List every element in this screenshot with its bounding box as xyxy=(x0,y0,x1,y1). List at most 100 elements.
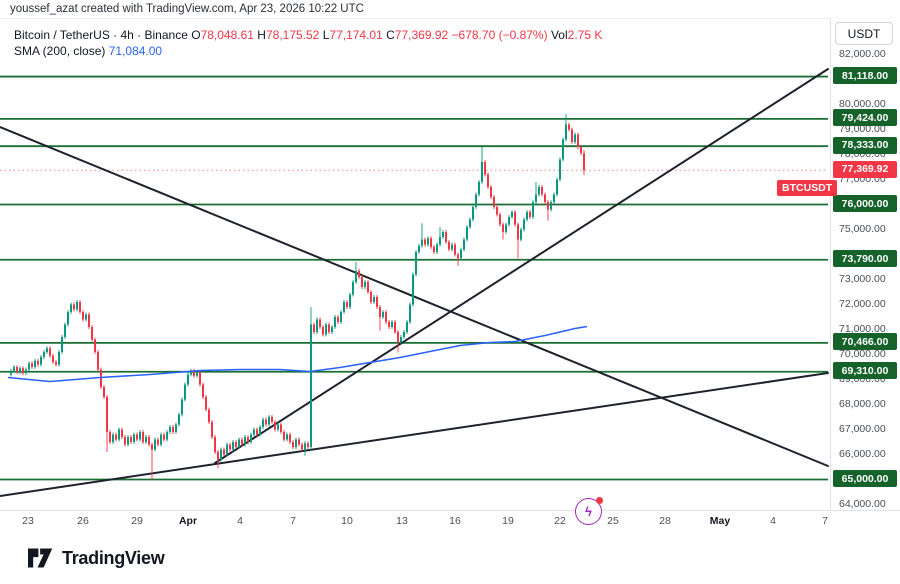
candle-body xyxy=(502,224,504,232)
symbol-title[interactable]: Bitcoin / TetherUS · 4h · Binance xyxy=(14,28,188,42)
candle-body xyxy=(562,139,564,160)
candle-body xyxy=(148,437,150,445)
sma-200-line[interactable] xyxy=(7,325,588,383)
candle-body xyxy=(490,187,492,197)
candle-body xyxy=(271,417,273,422)
candle-body xyxy=(577,134,579,147)
candle-body xyxy=(268,417,270,425)
candle-body xyxy=(301,444,303,450)
candle-body xyxy=(568,124,570,130)
candle-body xyxy=(145,437,147,442)
candle-body xyxy=(178,414,180,425)
candle-body xyxy=(493,197,495,207)
candlestick-plot[interactable] xyxy=(0,19,830,511)
candle-body xyxy=(385,312,387,322)
candle-body xyxy=(184,384,186,400)
candle-body xyxy=(34,360,36,367)
candle-body xyxy=(175,424,177,432)
candle-body xyxy=(289,434,291,442)
candle-body xyxy=(478,182,480,195)
price-axis-label: 66,000.00 xyxy=(839,447,886,460)
candle-body xyxy=(400,337,402,342)
candle-body xyxy=(136,434,138,440)
candle-body xyxy=(100,369,102,387)
candle-body xyxy=(88,314,90,327)
event-marker-icon[interactable]: ϟ xyxy=(575,497,603,525)
candle-body xyxy=(325,324,327,335)
price-axis[interactable]: USDT 82,000.0080,000.0079,000.0078,000.0… xyxy=(830,18,900,510)
candle-body xyxy=(538,187,540,195)
candle-body xyxy=(70,304,72,312)
lightning-icon: ϟ xyxy=(585,504,592,519)
candle-body xyxy=(94,339,96,352)
price-axis-label: 71,000.00 xyxy=(839,322,886,335)
candle-body xyxy=(541,187,543,195)
candle-body xyxy=(67,312,69,325)
chart-legend: Bitcoin / TetherUS · 4h · Binance O78,04… xyxy=(14,27,602,59)
candle-body xyxy=(241,439,243,445)
price-level-badge: 69,310.00 xyxy=(833,362,897,380)
candle-body xyxy=(511,212,513,217)
candle-body xyxy=(172,427,174,432)
currency-toggle-button[interactable]: USDT xyxy=(835,22,893,45)
candle-body xyxy=(253,429,255,435)
time-axis-label: 13 xyxy=(396,515,408,527)
candle-body xyxy=(427,238,429,245)
candle-body xyxy=(127,437,129,445)
candle-body xyxy=(274,422,276,430)
tradingview-logo[interactable]: TradingView xyxy=(28,546,165,570)
candle-body xyxy=(139,432,141,440)
time-axis[interactable]: 23 26 29 Apr 4 7 10 13 16 19 22 25 28 May 4 7 xyxy=(0,510,900,533)
candle-body xyxy=(454,244,456,255)
candle-body xyxy=(211,422,213,437)
candle-body xyxy=(76,302,78,310)
candle-body xyxy=(151,444,153,450)
candle-body xyxy=(142,432,144,442)
candle-body xyxy=(526,212,528,220)
candle-body xyxy=(217,452,219,460)
candle-body xyxy=(373,297,375,302)
candle-body xyxy=(130,437,132,442)
candle-body xyxy=(340,312,342,322)
price-axis-label: 64,000.00 xyxy=(839,497,886,510)
candle-body xyxy=(112,434,114,442)
candle-body xyxy=(469,219,471,227)
candle-body xyxy=(286,434,288,440)
candle-body xyxy=(10,370,12,375)
time-axis-label: 10 xyxy=(341,515,353,527)
candle-body xyxy=(553,194,555,202)
time-axis-label: 7 xyxy=(290,515,296,527)
candle-body xyxy=(163,434,165,440)
candle-body xyxy=(238,439,240,447)
candle-body xyxy=(559,159,561,180)
candle-body xyxy=(364,282,366,287)
candle-body xyxy=(418,245,420,252)
candle-body xyxy=(22,368,24,374)
candle-body xyxy=(40,357,42,365)
sma-title[interactable]: SMA (200, close) xyxy=(14,44,106,58)
candle-body xyxy=(304,443,306,450)
candle-body xyxy=(262,419,264,427)
candle-body xyxy=(331,327,333,332)
candle-body xyxy=(295,439,297,447)
steep-ascending-trendline[interactable] xyxy=(214,68,829,464)
candle-body xyxy=(529,212,531,217)
sma-value: 71,084.00 xyxy=(108,44,163,58)
footer-bar: TradingView xyxy=(0,532,900,584)
candle-body xyxy=(433,247,435,252)
price-level-badge: 78,333.00 xyxy=(833,136,897,154)
candle-body xyxy=(361,277,363,287)
candle-body xyxy=(535,194,537,202)
candle-body xyxy=(160,434,162,445)
candle-body xyxy=(16,367,18,372)
candle-body xyxy=(19,368,21,372)
price-axis-label: 73,000.00 xyxy=(839,272,886,285)
shallow-ascending-trendline[interactable] xyxy=(0,372,829,497)
candle-body xyxy=(451,244,453,250)
candle-body xyxy=(322,327,324,335)
candle-body xyxy=(571,129,573,142)
price-level-badge: 65,000.00 xyxy=(833,470,897,487)
chart-canvas[interactable]: Bitcoin / TetherUS · 4h · Binance O78,04… xyxy=(0,18,838,525)
price-axis-label: 70,000.00 xyxy=(839,347,886,360)
candle-body xyxy=(394,322,396,332)
